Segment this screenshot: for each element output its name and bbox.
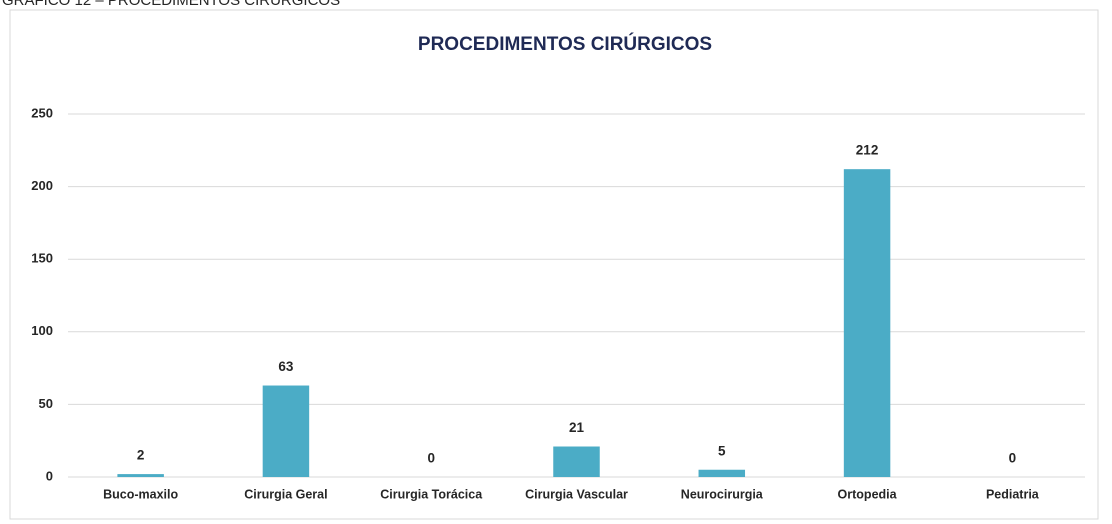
x-tick-label: Cirurgia Torácica [380,487,483,501]
figure-caption: GRÁFICO 12 – PROCEDIMENTOS CIRÚRGICOS [2,0,340,9]
data-label: 5 [718,443,726,458]
x-tick-label: Cirurgia Vascular [525,487,628,501]
y-tick-label: 150 [31,251,53,266]
x-tick-label: Neurocirurgia [681,487,764,501]
data-label: 63 [278,359,294,374]
data-label: 2 [137,448,145,463]
bar [117,474,164,477]
y-tick-label: 100 [31,323,53,338]
chart-frame [9,9,1099,520]
data-label: 0 [1009,451,1017,466]
x-tick-label: Pediatria [986,487,1040,501]
data-label: 21 [569,420,585,435]
y-tick-label: 250 [31,105,53,120]
data-label: 212 [856,143,879,158]
bar [553,446,600,477]
bar [843,169,891,477]
bar [262,385,310,477]
y-tick-label: 0 [46,468,53,483]
x-tick-label: Cirurgia Geral [244,487,327,501]
y-tick-label: 50 [39,396,53,411]
data-label: 0 [427,451,435,466]
bar [698,469,746,477]
y-tick-label: 200 [31,178,53,193]
x-tick-label: Buco-maxilo [103,487,178,501]
chart-title: PROCEDIMENTOS CIRÚRGICOS [418,33,712,55]
x-tick-label: Ortopedia [838,487,898,501]
